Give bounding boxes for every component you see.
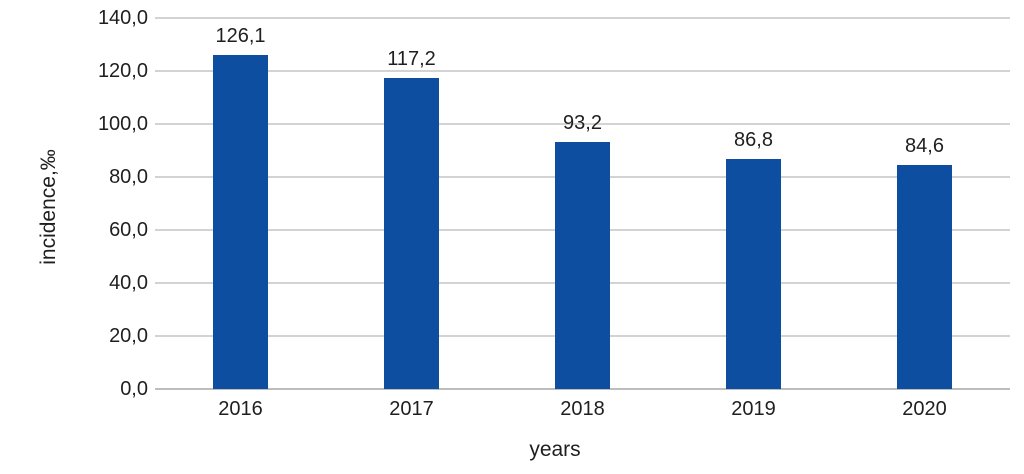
- y-tick-label: 120,0: [97, 60, 148, 82]
- x-tick-label: 2016: [218, 398, 263, 420]
- gridline: [155, 123, 1010, 125]
- gridline: [155, 17, 1010, 19]
- x-tick-label: 2020: [902, 398, 947, 420]
- bar-2016: [213, 54, 268, 389]
- bar-2017: [384, 78, 439, 389]
- gridline: [155, 70, 1010, 72]
- bar-value-label: 117,2: [387, 48, 436, 71]
- x-tick-label: 2018: [560, 398, 605, 420]
- y-tick-label: 140,0: [97, 7, 148, 29]
- x-tick-label: 2017: [389, 398, 434, 420]
- bar-2018: [555, 142, 610, 389]
- bar-value-label: 86,8: [734, 128, 773, 151]
- y-tick-label: 40,0: [109, 272, 148, 294]
- y-tick-label: 80,0: [109, 166, 148, 188]
- bar-value-label: 93,2: [563, 112, 602, 135]
- x-tick-label: 2019: [731, 398, 776, 420]
- y-tick-label: 0,0: [120, 378, 148, 400]
- y-tick-label: 20,0: [109, 325, 148, 347]
- bar-2020: [897, 164, 952, 389]
- bar-value-label: 126,1: [215, 24, 266, 47]
- y-tick-label: 100,0: [97, 113, 148, 135]
- x-axis-title: years: [529, 438, 581, 461]
- y-tick-label: 60,0: [109, 219, 148, 241]
- bar-2019: [726, 158, 781, 389]
- x-axis-line: [155, 388, 1010, 390]
- bar-value-label: 84,6: [905, 134, 944, 157]
